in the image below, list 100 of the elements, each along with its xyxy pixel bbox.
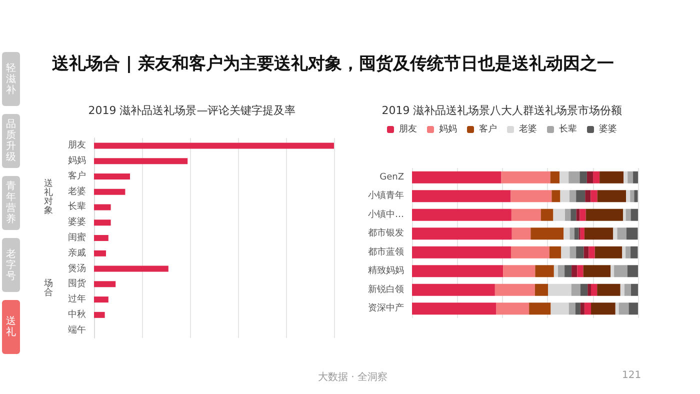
bar — [564, 265, 572, 278]
bar — [529, 302, 551, 315]
bar — [568, 302, 576, 315]
bar — [574, 228, 579, 240]
bar — [94, 158, 188, 164]
text: 送礼对象 — [44, 178, 53, 216]
bar — [584, 302, 591, 315]
bar — [568, 171, 580, 184]
bar — [94, 250, 106, 256]
y-tick-label: 亲戚 — [68, 247, 86, 258]
text: 送礼场合 | 亲友和客户为主要送礼对象，囤货及传统节日也是送礼动因之一 — [52, 53, 614, 75]
y-tick-label: 煲汤 — [68, 262, 86, 274]
bar — [530, 228, 564, 240]
bar — [613, 228, 618, 240]
chart-title: 2019 滋补品送礼场景八大人群送礼场景市场份额 — [382, 104, 622, 117]
bar — [626, 228, 638, 240]
bar — [593, 171, 600, 184]
y-tick-label: 过年 — [68, 294, 86, 305]
bar — [586, 171, 594, 184]
bar — [550, 302, 569, 315]
bar — [610, 265, 614, 278]
bar — [412, 190, 511, 202]
bar — [626, 190, 630, 202]
bar — [584, 228, 614, 240]
bar — [561, 246, 570, 258]
bar — [584, 246, 589, 258]
bar — [94, 188, 126, 195]
bar — [550, 171, 560, 184]
bar — [614, 265, 628, 278]
legend-label: 老婆 — [519, 124, 537, 134]
bar — [94, 235, 108, 241]
bar — [627, 265, 638, 278]
bar — [570, 190, 576, 202]
bar — [617, 228, 626, 240]
bar — [622, 246, 626, 258]
bar — [540, 208, 554, 221]
bar — [549, 246, 562, 258]
bar — [94, 220, 111, 226]
legend-label: 婆婆 — [599, 124, 617, 134]
legend-label: 客户 — [479, 124, 497, 134]
bar — [564, 228, 570, 240]
y-tick-label: 老婆 — [68, 186, 86, 197]
bar — [597, 284, 620, 296]
y-tick-label: GenZ — [380, 172, 404, 182]
bar — [94, 312, 105, 318]
bar — [597, 190, 626, 202]
bar — [510, 246, 550, 258]
bar — [570, 246, 576, 258]
bar — [512, 228, 531, 240]
y-tick-label: 妈妈 — [68, 155, 86, 166]
bar — [580, 171, 587, 184]
legend-label: 朋友 — [399, 124, 417, 134]
y-tick-label: 都市蓝领 — [368, 246, 404, 258]
chart-title: 2019 滋补品送礼场景—评论关键字提及率 — [88, 104, 296, 117]
bar — [412, 246, 511, 258]
bar — [94, 281, 116, 288]
bar — [580, 208, 586, 221]
y-tick-label: 端午 — [68, 324, 86, 336]
bar — [615, 302, 619, 315]
bar — [630, 284, 638, 296]
y-tick-label: 小镇青年 — [368, 190, 404, 202]
y-tick-label: 长辈 — [68, 201, 86, 212]
bar — [590, 190, 598, 202]
y-tick-label: 中秋 — [68, 308, 86, 320]
bar — [624, 171, 628, 184]
text: 121 — [622, 370, 642, 381]
bar — [570, 208, 576, 221]
bar — [618, 302, 629, 315]
bar — [576, 190, 586, 202]
bar — [412, 265, 504, 278]
bar — [583, 265, 611, 278]
bar — [590, 284, 598, 296]
bar — [510, 190, 552, 202]
bar — [552, 190, 560, 202]
bar — [588, 246, 595, 258]
y-tick-label: 囤货 — [68, 278, 86, 290]
bar — [577, 265, 584, 278]
bar — [576, 246, 584, 258]
bar — [560, 190, 570, 202]
bar — [634, 190, 638, 202]
bar — [565, 208, 571, 221]
bar — [511, 208, 541, 221]
y-tick-label: 婆婆 — [68, 216, 86, 228]
bar — [580, 284, 588, 296]
text: 大数据 · 全洞察 — [318, 370, 388, 384]
bar — [534, 284, 548, 296]
bar — [572, 265, 578, 278]
bar — [626, 208, 631, 221]
bar — [412, 208, 512, 221]
bar — [580, 302, 584, 315]
bar — [620, 284, 624, 296]
y-tick-label: 都市银发 — [368, 228, 404, 239]
bar — [633, 171, 638, 184]
bar — [630, 208, 638, 221]
bar — [412, 302, 496, 315]
bar — [571, 284, 580, 296]
text: 场合 — [43, 278, 53, 298]
bar — [496, 302, 530, 315]
bar — [575, 302, 580, 315]
bar — [494, 284, 535, 296]
